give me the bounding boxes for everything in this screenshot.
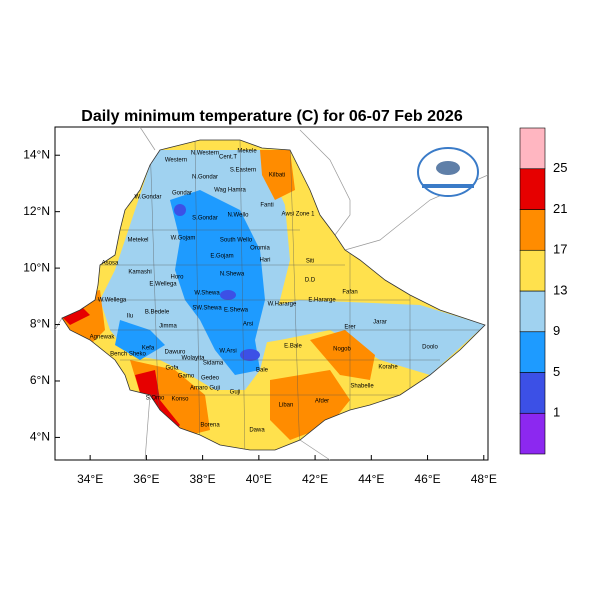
region-label: Gofa bbox=[165, 366, 179, 372]
region-label: Amaro Guji bbox=[190, 386, 220, 392]
region-label: W.Gondar bbox=[134, 195, 161, 201]
region-label: N.Wello bbox=[228, 213, 250, 219]
colorbar-box bbox=[519, 412, 546, 455]
region-label: Jimma bbox=[159, 324, 177, 330]
y-tick-label: 4°N bbox=[30, 430, 50, 444]
region-label: Konso bbox=[171, 397, 189, 403]
region-label: Kefa bbox=[142, 346, 155, 352]
colorbar-box bbox=[519, 127, 546, 170]
region-label: Borena bbox=[200, 423, 220, 429]
x-tick-label: 42°E bbox=[302, 472, 328, 486]
region-label: Kilbati bbox=[269, 173, 285, 179]
colorbar-box bbox=[519, 249, 546, 292]
region-label: Ilu bbox=[127, 314, 133, 320]
zone-borders bbox=[95, 140, 485, 450]
colorbar-label: 1 bbox=[553, 405, 560, 420]
region-label: E.Gojam bbox=[210, 254, 233, 260]
region-label: W.Shewa bbox=[194, 291, 220, 297]
region-label: Oromia bbox=[250, 246, 270, 252]
region-label: S.Eastern bbox=[230, 168, 256, 174]
region-label: N.Shewa bbox=[220, 272, 245, 278]
region-label: B.Bedele bbox=[145, 310, 170, 316]
region-label: E.Shewa bbox=[224, 308, 249, 314]
region-label: Bale bbox=[256, 368, 269, 374]
region-label: Dawa bbox=[249, 428, 265, 434]
colorbar-box bbox=[519, 372, 546, 414]
region-label: Nogob bbox=[333, 347, 351, 353]
y-tick-label: 8°N bbox=[30, 317, 50, 331]
map-title: Daily minimum temperature (C) for 06-07 … bbox=[81, 108, 463, 125]
region-label: Korahe bbox=[378, 365, 398, 371]
region-label: Hari bbox=[259, 258, 270, 264]
region-label: Jarar bbox=[373, 320, 387, 326]
colorbar-label: 17 bbox=[553, 242, 567, 257]
region-label: N.Gondar bbox=[192, 175, 218, 181]
region-label: South Wello bbox=[220, 238, 253, 244]
region-label: Wolayita bbox=[182, 356, 206, 362]
y-tick-label: 6°N bbox=[30, 373, 50, 387]
region-label: Cent.T bbox=[219, 155, 237, 161]
region-label: Shabelle bbox=[350, 384, 374, 390]
region-label: S.Gondar bbox=[192, 216, 218, 222]
region-label: Awsi Zone 1 bbox=[282, 212, 316, 218]
region-label: Fafan bbox=[342, 290, 357, 296]
region-label: Western bbox=[165, 158, 187, 164]
region-label: Agnewak bbox=[90, 335, 116, 341]
colorbar-label: 13 bbox=[553, 282, 567, 297]
colorbar-box bbox=[519, 331, 546, 373]
x-tick-label: 36°E bbox=[133, 472, 159, 486]
region-label: S.Omo bbox=[146, 396, 165, 402]
x-tick-label: 48°E bbox=[471, 472, 497, 486]
region-label: Sidama bbox=[203, 361, 224, 367]
region-label: Liban bbox=[279, 403, 294, 409]
x-tick-label: 34°E bbox=[77, 472, 103, 486]
region-label: Dawuro bbox=[165, 350, 186, 356]
region-label: E.Bale bbox=[284, 344, 302, 350]
x-tick-label: 44°E bbox=[358, 472, 384, 486]
colorbar-box bbox=[519, 290, 546, 333]
region-label: Gamo bbox=[178, 374, 195, 380]
x-tick-label: 38°E bbox=[190, 472, 216, 486]
colorbar-label: 21 bbox=[553, 201, 567, 216]
region-label: Gondar bbox=[172, 191, 192, 197]
region-label: W.Wellega bbox=[98, 298, 127, 304]
region-label: Kamashi bbox=[128, 270, 151, 276]
region-label: SW.Shewa bbox=[192, 306, 222, 312]
region-label: D.D bbox=[305, 278, 316, 284]
colorbar-box bbox=[519, 168, 546, 210]
x-tick-label: 40°E bbox=[246, 472, 272, 486]
y-tick-label: 10°N bbox=[23, 260, 50, 274]
region-label: Asosa bbox=[102, 261, 119, 267]
colorbar-label: 9 bbox=[553, 323, 560, 338]
region-label: W.Arsi bbox=[219, 349, 236, 355]
colorbar-label: 5 bbox=[553, 364, 560, 379]
region-label: N.Western bbox=[191, 151, 219, 157]
region-label: Gedeo bbox=[201, 376, 220, 382]
region-label: E.Hararge bbox=[308, 298, 336, 304]
x-tick-label: 46°E bbox=[414, 472, 440, 486]
colorbar-box bbox=[519, 209, 546, 251]
region-label: Fanti bbox=[260, 203, 273, 209]
region-label: Bench Sheko bbox=[110, 352, 146, 358]
y-tick-label: 12°N bbox=[23, 204, 50, 218]
region-label: Wag Hamra bbox=[214, 188, 246, 194]
region-label: Horo bbox=[170, 275, 184, 281]
region-label: Guji bbox=[230, 390, 241, 396]
region-label: Doolo bbox=[422, 345, 438, 351]
region-label: Afder bbox=[315, 399, 329, 405]
region-label: W.Hararge bbox=[268, 302, 297, 308]
region-label: W.Gojam bbox=[171, 236, 196, 242]
y-tick-label: 14°N bbox=[23, 147, 50, 161]
region-label: Metekel bbox=[127, 238, 148, 244]
region-label: E.Wellega bbox=[149, 282, 177, 288]
region-label: Mekele bbox=[237, 149, 257, 155]
colorbar-label: 25 bbox=[553, 160, 567, 175]
region-label: Siti bbox=[306, 259, 314, 265]
region-label: Erer bbox=[344, 325, 355, 331]
agency-logo bbox=[417, 147, 479, 197]
region-label: Arsi bbox=[243, 322, 253, 328]
